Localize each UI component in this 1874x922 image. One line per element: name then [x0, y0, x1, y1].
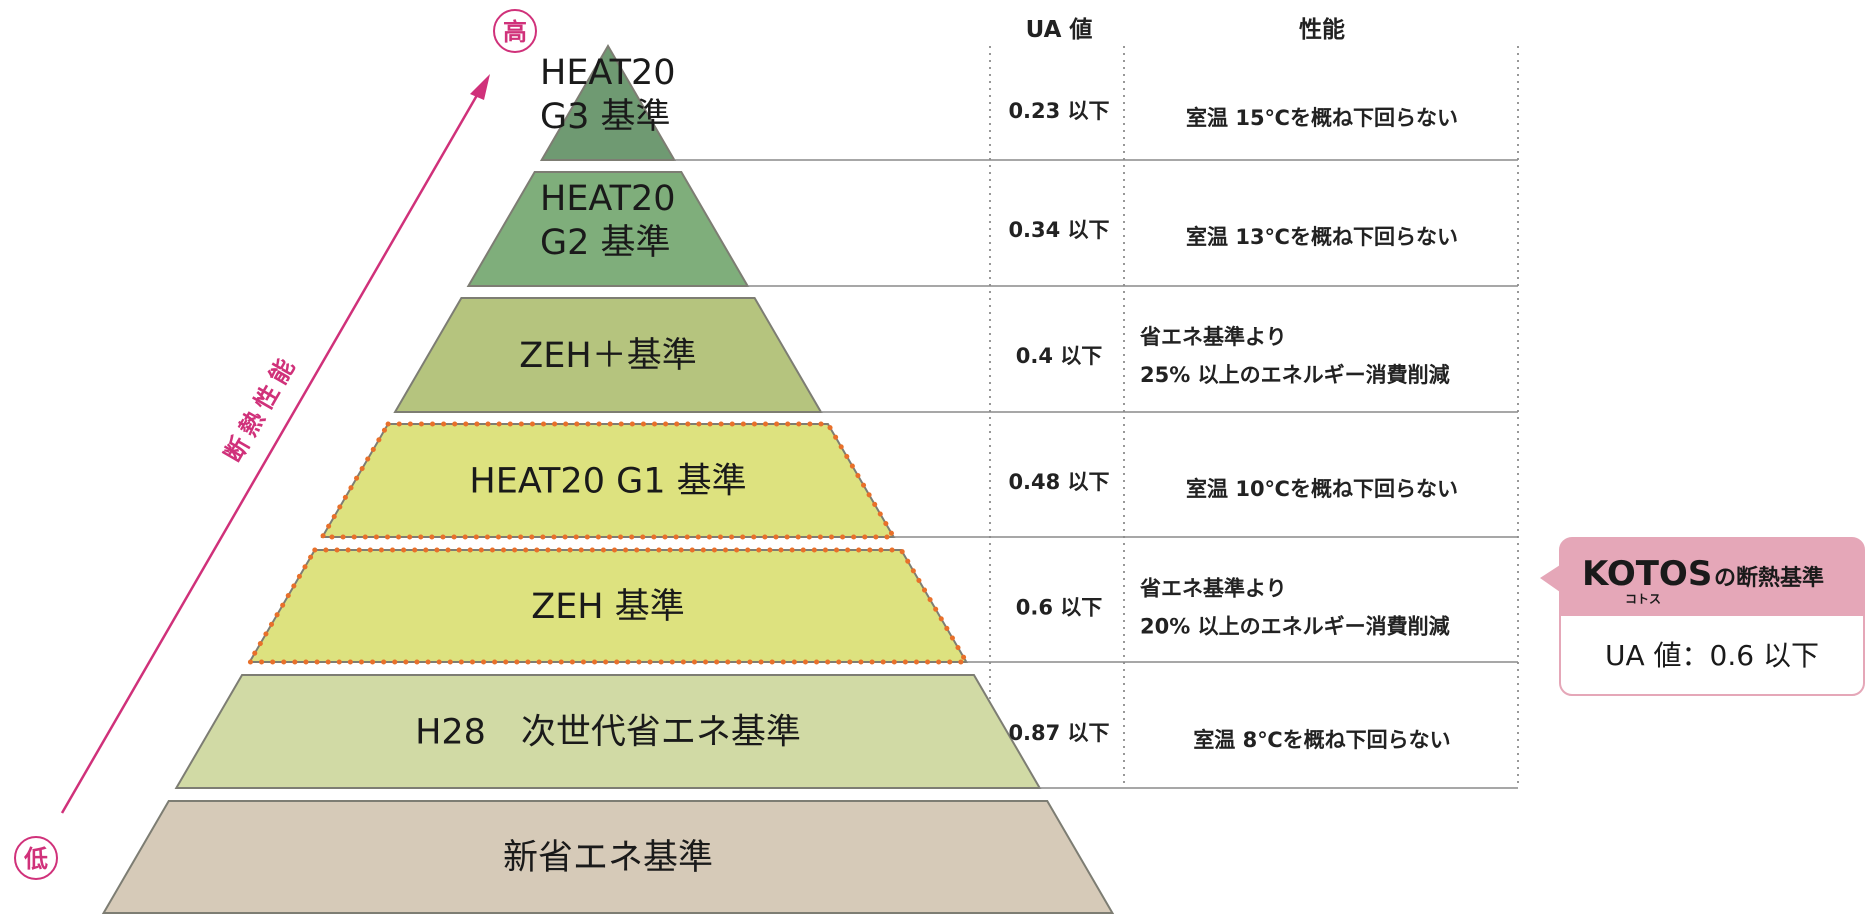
performance-arrow-head [470, 74, 490, 100]
high-marker-label: 高 [503, 18, 527, 46]
high-marker-circle [493, 9, 537, 53]
kotos-standard-callout: KOTOS コトス の断熱基準 UA 値：0.6 以下 [1540, 537, 1865, 696]
tier-label-6-line-1: H28 次世代省エネ基準 [415, 713, 801, 753]
ua-value-4: 0.48 以下 [1008, 470, 1109, 494]
ua-column-header: UA 値 [1026, 17, 1093, 43]
callout-pointer [1540, 565, 1560, 592]
callout-header-bg [1560, 538, 1864, 616]
performance-text-2: 室温 13℃を概ね下回らない [1186, 225, 1458, 249]
performance-text-6: 室温 8℃を概ね下回らない [1193, 728, 1450, 752]
performance-text-1: 室温 15℃を概ね下回らない [1186, 106, 1458, 130]
performance-text-3-line-2: 25% 以上のエネルギー消費削減 [1140, 363, 1450, 387]
tier-label-1-line-2: G3 基準 [540, 97, 671, 137]
performance-text-5-line-1: 省エネ基準より [1139, 577, 1287, 601]
tier-label-4-line-1: HEAT20 G1 基準 [469, 462, 746, 502]
tier-label-5-line-1: ZEH 基準 [531, 587, 685, 627]
pyramid-tier-1 [539, 44, 677, 161]
tier-label-1-line-1: HEAT20 [540, 53, 676, 93]
performance-text-4: 室温 10℃を概ね下回らない [1186, 477, 1458, 501]
performance-text-5-line-2: 20% 以上のエネルギー消費削減 [1140, 615, 1450, 639]
tier-label-3-line-1: ZEH＋基準 [519, 336, 696, 376]
ua-value-1: 0.23 以下 [1008, 99, 1109, 123]
tier-label-7-line-1: 新省エネ基準 [503, 838, 713, 878]
ua-value-3: 0.4 以下 [1016, 344, 1103, 368]
performance-column-header: 性能 [1299, 16, 1345, 43]
low-marker-circle [14, 836, 58, 880]
ua-value-5: 0.6 以下 [1016, 596, 1103, 620]
highlight-dotted-outline-4 [317, 421, 899, 540]
tier-label-2-line-1: HEAT20 [540, 179, 676, 219]
performance-arrow-label: 断熱性能 [219, 349, 303, 467]
callout-brand: KOTOS [1582, 554, 1712, 594]
callout-brand-ruby: コトス [1625, 592, 1661, 606]
ua-value-2: 0.34 以下 [1008, 218, 1109, 242]
callout-title-suffix: の断熱基準 [1714, 565, 1824, 591]
performance-text-3-line-1: 省エネ基準より [1139, 325, 1287, 349]
performance-arrow-line [60, 89, 482, 814]
callout-ua-value: UA 値：0.6 以下 [1605, 639, 1819, 672]
pyramid-tier-7 [101, 800, 1115, 914]
table-rows: 0.23 以下 室温 15℃を概ね下回らない 0.34 以下 室温 13℃を概ね下回ら… [674, 99, 1518, 789]
low-marker-label: 低 [23, 845, 48, 873]
tier-label-2-line-2: G2 基準 [540, 223, 671, 263]
highlight-dotted-outline-5 [245, 547, 971, 665]
ua-value-6: 0.87 以下 [1008, 721, 1109, 745]
